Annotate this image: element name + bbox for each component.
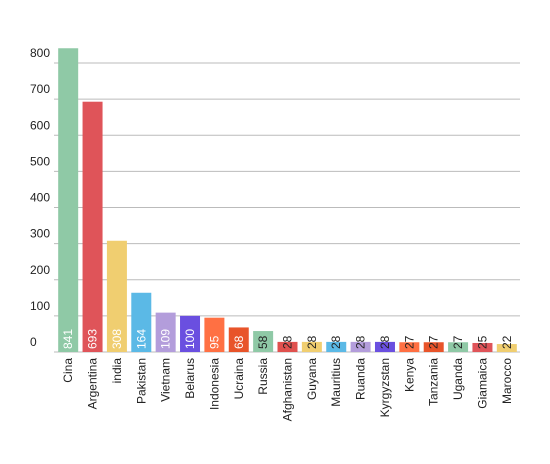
value-label: 693 — [86, 329, 100, 349]
bar — [301, 341, 322, 352]
x-tick-label: Kenya — [402, 358, 416, 392]
value-label: 95 — [207, 335, 221, 349]
bar — [82, 101, 103, 352]
bar — [253, 331, 274, 352]
y-tick-label: 500 — [30, 154, 50, 168]
bar — [106, 240, 127, 352]
bar — [131, 292, 152, 352]
value-label: 841 — [61, 329, 75, 349]
bar — [496, 344, 517, 352]
y-tick-label: 700 — [30, 82, 50, 96]
bar — [326, 341, 347, 352]
bar — [374, 341, 395, 352]
x-tick-label: Russia — [256, 358, 270, 395]
y-tick-label: 300 — [30, 227, 50, 241]
bar — [204, 317, 225, 352]
y-tick-label: 200 — [30, 263, 50, 277]
value-label: 22 — [500, 335, 514, 349]
x-tick-label: Ucraina — [232, 358, 246, 400]
y-tick-label: 600 — [30, 118, 50, 132]
value-label: 25 — [475, 335, 489, 349]
value-label: 27 — [402, 335, 416, 349]
value-label: 100 — [183, 329, 197, 349]
bar — [350, 341, 371, 352]
value-label: 68 — [232, 335, 246, 349]
x-tick-label: Tanzania — [427, 358, 441, 406]
value-label: 58 — [256, 335, 270, 349]
value-label: 164 — [134, 329, 148, 349]
bar — [180, 315, 201, 352]
x-tick-label: india — [110, 358, 124, 384]
y-tick-label: 800 — [30, 46, 50, 60]
x-tick-label: Mauritius — [329, 358, 343, 407]
value-label: 308 — [110, 329, 124, 349]
bar — [399, 342, 420, 352]
x-tick-label: Indonesia — [207, 358, 221, 410]
value-label: 28 — [281, 335, 295, 349]
bar — [228, 327, 249, 352]
x-tick-label: Belarus — [183, 358, 197, 399]
value-label: 28 — [378, 335, 392, 349]
x-tick-label: Guyana — [305, 358, 319, 400]
value-label: 28 — [354, 335, 368, 349]
bar — [448, 342, 469, 352]
value-label: 109 — [159, 329, 173, 349]
y-tick-label: 100 — [30, 299, 50, 313]
bar — [472, 342, 493, 352]
y-tick-label: 0 — [30, 335, 37, 349]
x-tick-label: Afghanistan — [281, 358, 295, 421]
value-label: 27 — [451, 335, 465, 349]
bar — [423, 342, 444, 352]
value-label: 28 — [305, 335, 319, 349]
bar — [277, 341, 298, 352]
value-label: 28 — [329, 335, 343, 349]
bar — [58, 48, 79, 353]
bar — [155, 312, 176, 352]
x-tick-label: Argentina — [86, 358, 100, 410]
x-tick-label: Ruanda — [354, 358, 368, 400]
x-tick-label: Marocco — [500, 358, 514, 404]
value-label: 27 — [427, 335, 441, 349]
x-tick-label: Giamaica — [475, 358, 489, 409]
x-tick-label: Kyrgyzstan — [378, 358, 392, 417]
x-tick-label: Pakistan — [134, 358, 148, 404]
y-tick-label: 400 — [30, 191, 50, 205]
x-tick-label: Uganda — [451, 358, 465, 400]
x-tick-label: Cina — [61, 358, 75, 383]
x-tick-label: Vietnam — [159, 358, 173, 402]
